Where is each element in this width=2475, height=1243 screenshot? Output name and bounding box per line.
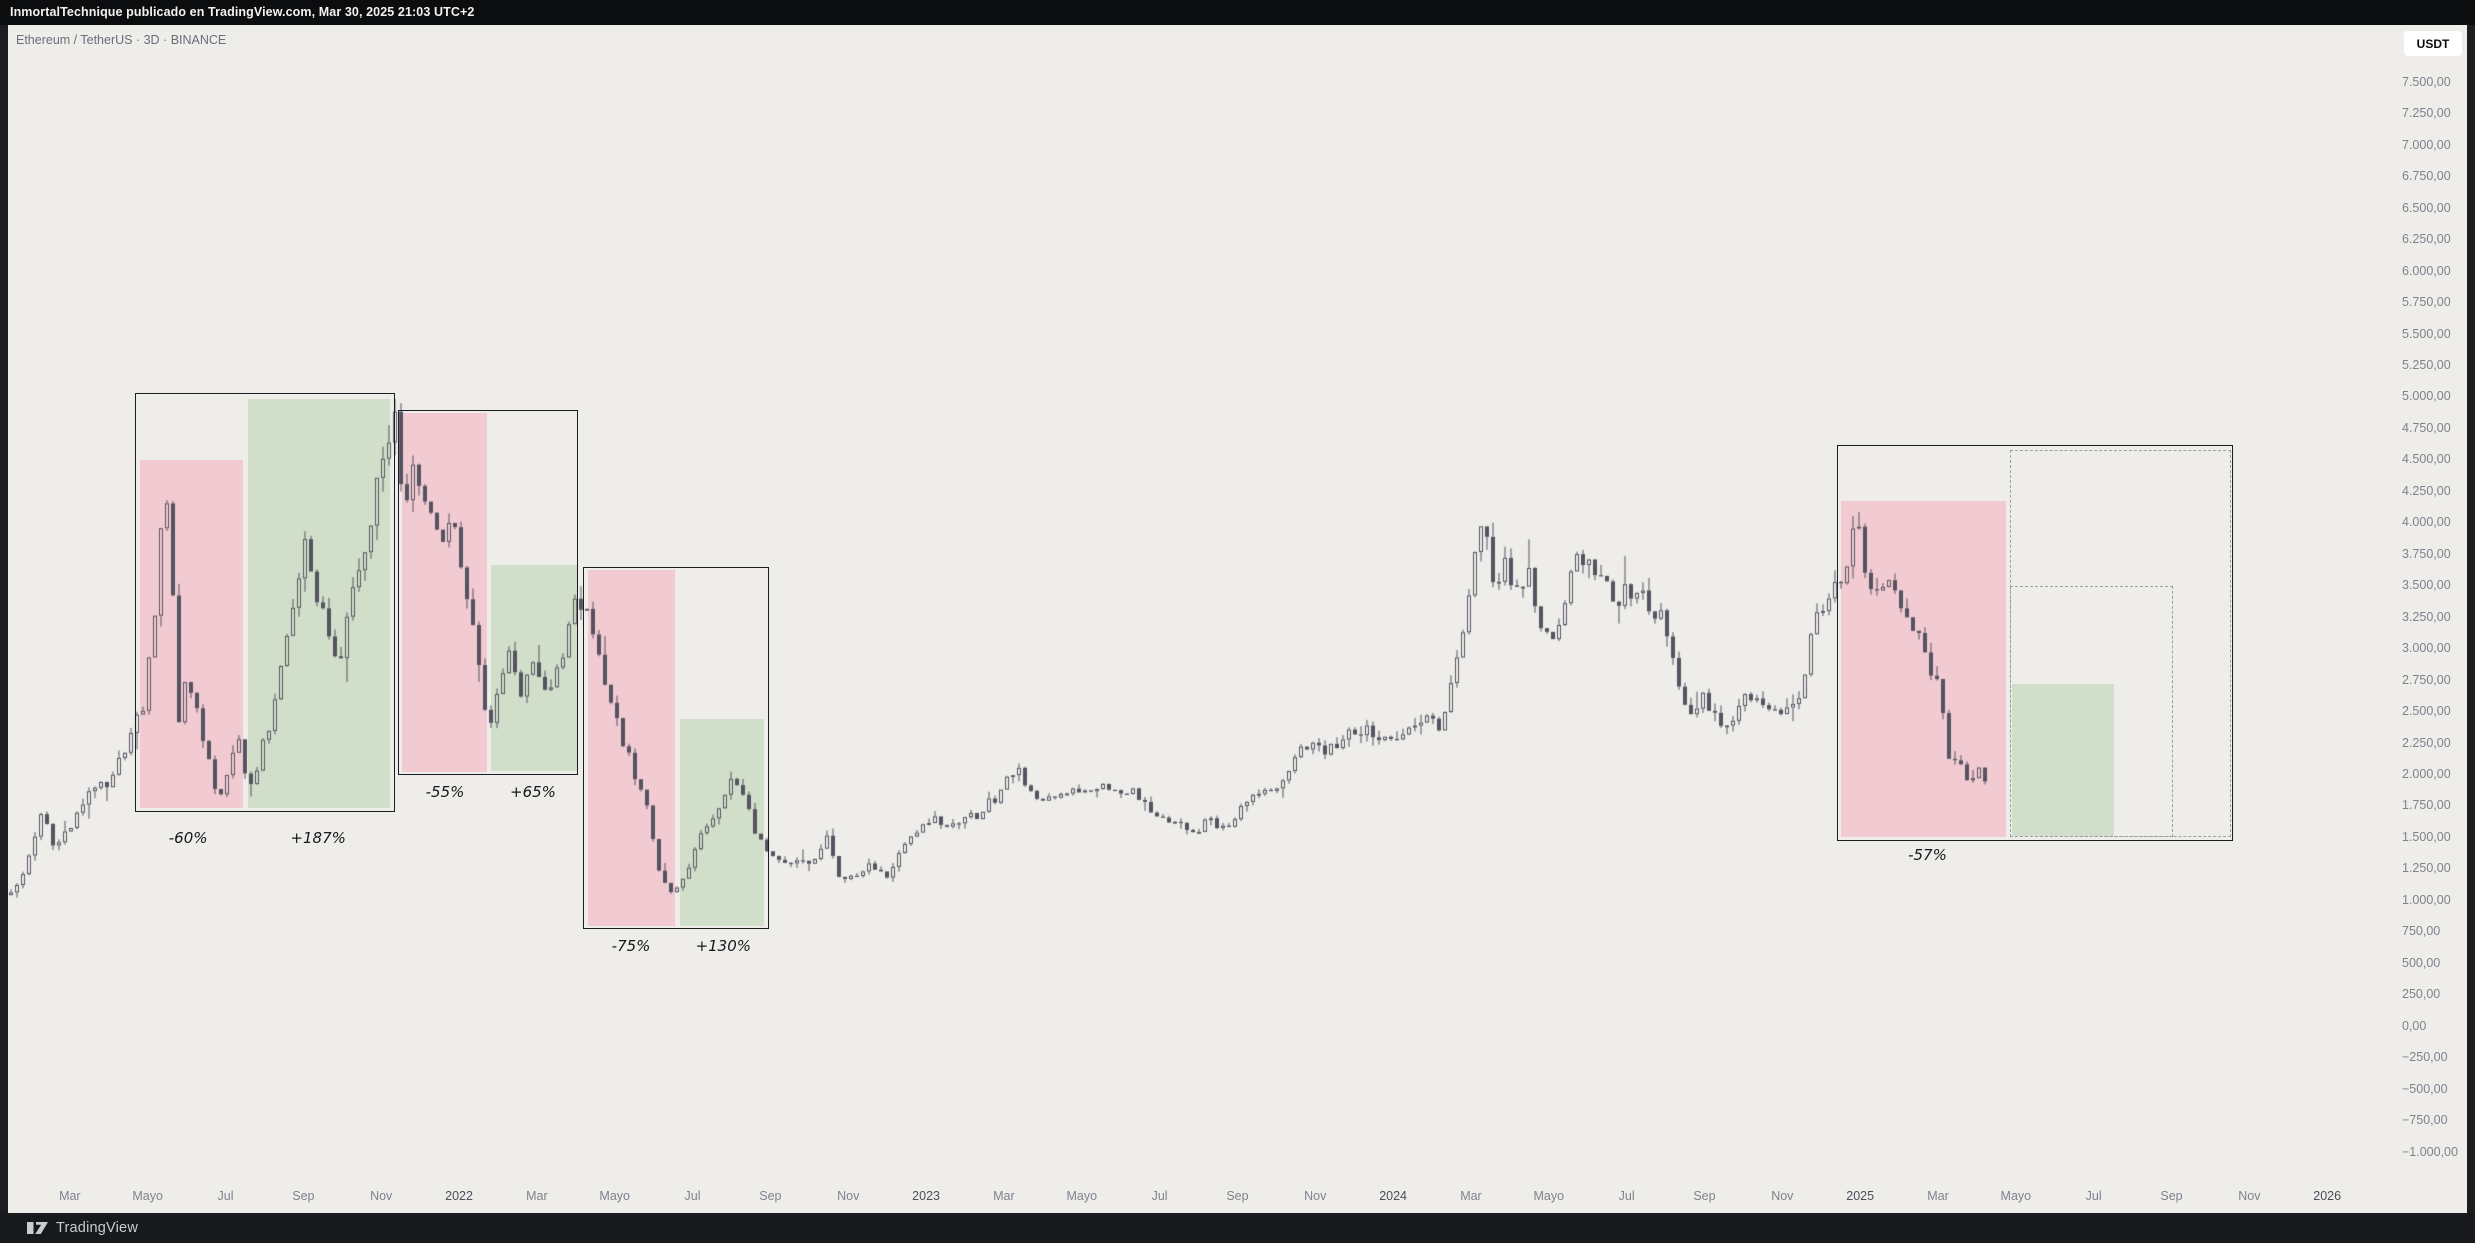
price-tick: 7.250,00 bbox=[2402, 106, 2451, 121]
symbol-title: Ethereum / TetherUS · 3D · BINANCE bbox=[16, 33, 227, 47]
currency-toggle-button[interactable]: USDT bbox=[2404, 31, 2462, 56]
time-axis[interactable]: Mar Mayo Jul Sep Nov 2022 Mar Mayo Jul Sep Nov 2023… bbox=[8, 1180, 2467, 1213]
time-tick-month: Mayo bbox=[2000, 1189, 2032, 1203]
time-tick-month: Jul bbox=[2085, 1189, 2102, 1203]
time-tick-month: Mar bbox=[1927, 1189, 1949, 1203]
pct-change-label: +130% bbox=[695, 937, 752, 956]
price-tick: 7.500,00 bbox=[2402, 74, 2451, 89]
price-tick: 1.750,00 bbox=[2402, 798, 2451, 813]
tradingview-brand[interactable]: TradingView bbox=[56, 1220, 138, 1236]
time-tick-month: Mar bbox=[59, 1189, 81, 1203]
price-tick: 4.000,00 bbox=[2402, 515, 2451, 530]
time-tick-month: Nov bbox=[1771, 1189, 1794, 1203]
time-tick-month: Jul bbox=[684, 1189, 701, 1203]
price-tick: 5.500,00 bbox=[2402, 326, 2451, 341]
tradingview-logo-icon[interactable] bbox=[27, 1220, 49, 1236]
time-tick-month: Nov bbox=[1304, 1189, 1327, 1203]
pct-change-label: -75% bbox=[611, 937, 651, 956]
price-tick: 2.750,00 bbox=[2402, 672, 2451, 687]
price-tick: 6.000,00 bbox=[2402, 263, 2451, 278]
price-tick: 4.500,00 bbox=[2402, 452, 2451, 467]
time-tick-month: Sep bbox=[1693, 1189, 1716, 1203]
time-tick-month: Sep bbox=[759, 1189, 782, 1203]
time-tick-month: Mar bbox=[526, 1189, 548, 1203]
price-tick: 5.250,00 bbox=[2402, 358, 2451, 373]
price-tick: −500,00 bbox=[2402, 1081, 2448, 1096]
time-tick-year: 2025 bbox=[1846, 1189, 1875, 1203]
time-tick-month: Sep bbox=[292, 1189, 315, 1203]
price-tick: 5.750,00 bbox=[2402, 295, 2451, 310]
time-tick-month: Nov bbox=[2238, 1189, 2261, 1203]
price-tick: 2.500,00 bbox=[2402, 704, 2451, 719]
time-tick-month: Mayo bbox=[132, 1189, 163, 1203]
pct-change-label: -60% bbox=[168, 828, 208, 847]
time-tick-month: Nov bbox=[370, 1189, 393, 1203]
cycle-frame-box bbox=[1837, 444, 2234, 841]
time-tick-month: Mayo bbox=[1066, 1189, 1098, 1203]
price-tick: 500,00 bbox=[2402, 955, 2441, 970]
price-axis[interactable]: 7.500,00 7.250,00 7.000,00 6.750,00 6.500,00… bbox=[2389, 25, 2467, 1180]
price-tick: 750,00 bbox=[2402, 924, 2441, 939]
cycle-frame-box bbox=[135, 392, 396, 813]
publish-info-bar: InmortalTechnique publicado en TradingVi… bbox=[0, 0, 2475, 25]
time-tick-year: 2024 bbox=[1379, 1189, 1408, 1203]
price-tick: 250,00 bbox=[2402, 987, 2441, 1002]
price-tick: −1.000,00 bbox=[2402, 1144, 2458, 1159]
price-tick: 6.750,00 bbox=[2402, 169, 2451, 184]
cycle-frame-box bbox=[397, 409, 579, 776]
time-tick-month: Jul bbox=[1151, 1189, 1168, 1203]
price-tick: 3.250,00 bbox=[2402, 609, 2451, 624]
time-tick-month: Jul bbox=[217, 1189, 234, 1203]
footer-bar: TradingView bbox=[0, 1213, 2475, 1243]
price-tick: 0,00 bbox=[2402, 1018, 2427, 1033]
time-tick-month: Mar bbox=[1460, 1189, 1482, 1203]
price-tick: 7.000,00 bbox=[2402, 137, 2451, 152]
price-tick: 3.500,00 bbox=[2402, 578, 2451, 593]
time-tick-month: Mar bbox=[993, 1189, 1015, 1203]
price-tick: −250,00 bbox=[2402, 1050, 2448, 1065]
time-tick-month: Jul bbox=[1618, 1189, 1635, 1203]
time-tick-month: Mayo bbox=[1533, 1189, 1565, 1203]
cycle-frame-box bbox=[583, 567, 770, 930]
candlestick-chart-canvas[interactable] bbox=[8, 25, 2389, 1180]
price-tick: 6.250,00 bbox=[2402, 232, 2451, 247]
time-tick-month: Mayo bbox=[599, 1189, 631, 1203]
price-tick: 1.500,00 bbox=[2402, 829, 2451, 844]
pct-change-label: -57% bbox=[1908, 846, 1947, 865]
time-tick-year: 2022 bbox=[445, 1189, 473, 1203]
time-tick-month: Sep bbox=[2160, 1189, 2183, 1203]
price-tick: 3.000,00 bbox=[2402, 641, 2451, 656]
price-tick: 3.750,00 bbox=[2402, 546, 2451, 561]
publish-info-text: InmortalTechnique publicado en TradingVi… bbox=[10, 5, 475, 19]
pct-change-label: +65% bbox=[510, 783, 556, 802]
price-tick: 1.250,00 bbox=[2402, 861, 2451, 876]
time-tick-year: 2026 bbox=[2313, 1189, 2342, 1203]
price-tick: 2.250,00 bbox=[2402, 735, 2451, 750]
price-tick: 2.000,00 bbox=[2402, 767, 2451, 782]
price-tick: −750,00 bbox=[2402, 1113, 2448, 1128]
pct-change-label: -55% bbox=[425, 783, 465, 802]
time-tick-month: Nov bbox=[837, 1189, 860, 1203]
price-tick: 6.500,00 bbox=[2402, 200, 2451, 215]
time-tick-year: 2023 bbox=[912, 1189, 940, 1203]
time-tick-month: Sep bbox=[1226, 1189, 1249, 1203]
price-tick: 4.750,00 bbox=[2402, 420, 2451, 435]
pct-change-label: +187% bbox=[290, 828, 346, 847]
price-tick: 4.250,00 bbox=[2402, 483, 2451, 498]
price-tick: 1.000,00 bbox=[2402, 892, 2451, 907]
price-tick: 5.000,00 bbox=[2402, 389, 2451, 404]
